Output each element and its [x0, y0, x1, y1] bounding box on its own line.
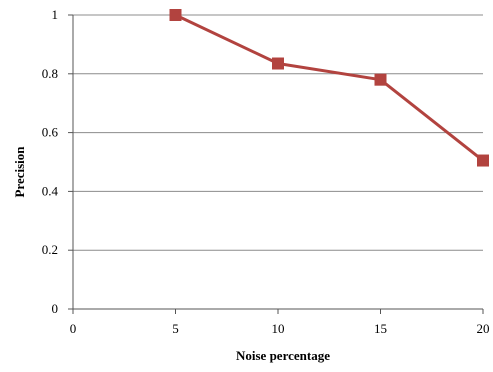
y-tick-label: 0 — [52, 301, 59, 316]
y-tick-label: 0.6 — [42, 125, 59, 140]
data-point-marker — [374, 73, 387, 86]
data-point-marker — [169, 9, 182, 21]
gridlines — [73, 14, 483, 251]
series — [169, 9, 489, 167]
x-tick-label: 15 — [374, 321, 387, 336]
data-point-marker — [272, 57, 284, 70]
y-tick-label: 0.4 — [42, 183, 59, 198]
y-tick-label: 0.8 — [42, 66, 58, 81]
axes — [68, 14, 484, 314]
x-tick-label: 20 — [477, 321, 490, 336]
x-tick-label: 10 — [272, 321, 285, 336]
y-tick-label: 1 — [52, 7, 59, 22]
data-point-marker — [477, 154, 489, 167]
tick-labels: 00.20.40.60.810 5 10 15 20 — [42, 7, 490, 336]
x-tick-label: 5 — [172, 321, 179, 336]
series-line-0 — [174, 13, 484, 162]
y-axis-title: Precision — [12, 146, 27, 198]
x-tick-label: 0 — [70, 321, 77, 336]
y-tick-label: 0.2 — [42, 242, 58, 257]
x-axis-title: Noise percentage — [236, 348, 330, 363]
